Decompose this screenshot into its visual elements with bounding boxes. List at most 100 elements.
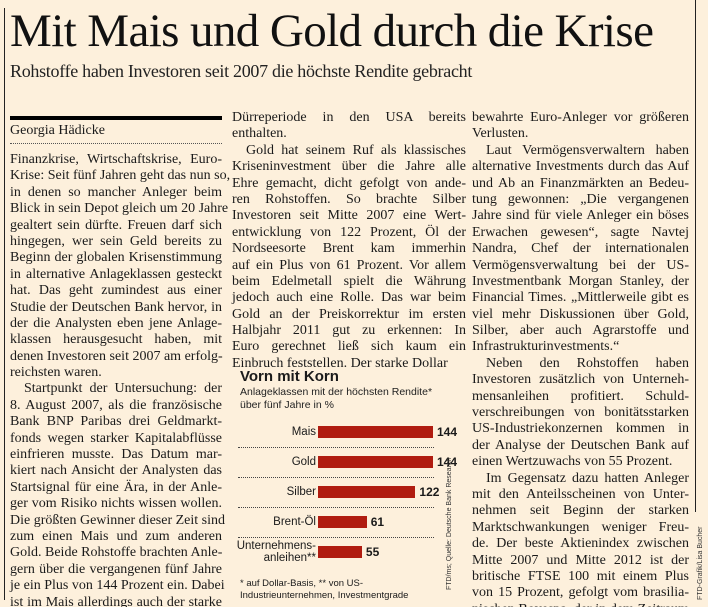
text-line: Nandra, Chef der internationalen: [472, 241, 689, 257]
chart-subtitle: Anlageklassen mit der höchsten Rendite* …: [240, 386, 433, 411]
paragraph: Startpunkt der Untersuchung: der 8. Augus…: [10, 381, 225, 607]
text-line: in alternative Anlageklassen gesteckt: [10, 266, 222, 282]
category-label-line: Unternehmens-: [236, 540, 316, 552]
text-line: Studie der Deutschen Bank hervor, in: [10, 299, 222, 315]
text-line: fonds wegen starker Kapitalabflüsse: [10, 430, 222, 446]
paragraph: Gold hat seinem Ruf als klassisches Krise…: [232, 143, 466, 372]
category-label: Brent-Öl: [273, 516, 316, 528]
paragraph: Laut Vermögensverwaltern haben alternativ…: [472, 143, 689, 356]
text-line: entwicklung von 122 Prozent, Öl der: [232, 224, 466, 240]
right-border-rule: [695, 0, 696, 512]
text-line: Einbruch feststellen. Der starke Dollar: [232, 355, 448, 371]
category-label: Gold: [292, 456, 316, 468]
text-line: de. Der beste Aktienindex zwischen: [472, 536, 689, 552]
value-label: 144: [437, 425, 458, 439]
text-line: ger vom Risiko nichts wissen wollen.: [10, 496, 222, 512]
category-label-line: anleihen**: [263, 552, 316, 564]
left-border-rule: [4, 8, 5, 600]
text-line: zum einen Mais und zum anderen: [10, 528, 222, 544]
byline: Georgia Hädicke: [10, 123, 105, 138]
text-line: Blick in sein Depot gleich um 20 Jahre: [10, 201, 229, 217]
article-column-1: Finanzkrise, Wirtschaftskrise, Euro- Kris…: [10, 152, 231, 607]
text-line: der die Analysten eben jene Anlage-: [10, 315, 222, 331]
text-line: Halbjahr 2011 gut zu erkennen: In: [232, 323, 466, 339]
text-line: auf ein Plus von 61 Prozent. Vor allem: [232, 257, 466, 273]
text-line: hat. Das geht zumindest aus einer: [10, 283, 222, 299]
category-label-line: Silber: [286, 486, 316, 498]
category-label-line: Mais: [291, 426, 316, 438]
row-divider: [238, 507, 434, 508]
bar-chart: Vorn mit Korn Anlageklassen mit der höch…: [237, 368, 457, 603]
category-label: Unternehmens-anleihen**: [237, 540, 316, 564]
text-line: je ein Plus von 144 Prozent ein. Dabei: [10, 578, 225, 594]
text-line: ren Rohstoffen. So brachte Silber: [232, 191, 466, 207]
text-line: hingegen, wer sein Geld bereits zu: [10, 233, 222, 249]
headline: Mit Mais und Gold durch die Krise: [10, 5, 654, 57]
text-line: Im Gegensatz dazu hatten Anleger: [486, 470, 689, 486]
text-line: gealtert sein dürfte. Freuen darf sich: [10, 217, 222, 233]
text-line: Gold. Beide Rohstoffe brachten Anle-: [10, 545, 223, 561]
text-line: Investoren zusätzlich von Unterneh-: [472, 372, 689, 388]
graphic-credit: FTD-Grafik/Lisa Bucher: [697, 526, 704, 600]
text-line: Gold hat seinem Ruf als klassisches: [246, 142, 466, 158]
chart-row: Silber 122: [238, 478, 440, 506]
text-line: einfrieren musste. Das Datum mar-: [10, 447, 222, 463]
text-line: jedoch auch eine Rolle. Das war beim: [232, 290, 466, 306]
chart-source: FTD/ms; Quelle: Deutsche Bank Research: [446, 457, 453, 590]
chart-footnote: * auf Dollar-Basis, ** von US-Industrieu…: [240, 578, 409, 601]
text-line: von 15 Prozent, gefolgt vom brasilia-: [472, 585, 689, 601]
text-line: mit den Anteilsscheinen von Unter-: [472, 486, 689, 502]
text-line: Financial Times. „Mittlerweile gibt es: [472, 290, 689, 306]
text-line: Beginn der globalen Krisenstimmung: [10, 250, 222, 266]
row-divider: [238, 447, 434, 448]
text-line: Investmentbank Morgan Stanley, der: [472, 273, 689, 289]
chart-row: Brent-Öl 61: [238, 508, 434, 536]
value-label: 55: [365, 545, 380, 559]
paragraph: Dürreperiode in den USA bereits enthalten…: [232, 110, 466, 143]
category-label-line: Brent-Öl: [273, 516, 316, 528]
text-line: Neben den Rohstoffen haben: [486, 355, 689, 371]
paragraph: Im Gegensatz dazu hatten Anleger mit den …: [472, 471, 689, 607]
byline-bar: [10, 116, 222, 120]
value-label: 144: [437, 455, 458, 469]
paragraph: bewahrte Euro-Anleger vor größeren Verlus…: [472, 110, 689, 143]
text-line: Marktschwankungen weniger Freu-: [472, 519, 689, 535]
chart-row: Gold 144: [238, 448, 457, 476]
text-line: Dürreperiode in den USA bereits: [232, 110, 466, 125]
text-line: Jahre sind für viele Anleger ein böses: [472, 208, 689, 224]
bar: [318, 426, 433, 438]
subheadline: Rohstoffe haben Investoren seit 2007 die…: [10, 61, 473, 81]
text-line: Verlusten.: [472, 126, 529, 142]
text-line: Finanzkrise, Wirtschaftskrise, Euro-: [10, 152, 222, 167]
text-line: Nordseesorte Brent kam immerhin: [232, 241, 466, 257]
text-line: reichsten waren.: [10, 365, 102, 381]
row-divider: [238, 537, 434, 538]
text-line: britische FTSE 100 mit einem Plus: [472, 568, 689, 584]
article-column-2: Dürreperiode in den USA bereits enthalten…: [232, 110, 466, 372]
text-line: Vermögensverwaltung bei der US-: [472, 257, 689, 273]
text-line: nischen Bovespa, der in dem Zeitraum: [472, 602, 689, 607]
paragraph: Finanzkrise, Wirtschaftskrise, Euro- Kris…: [10, 152, 231, 381]
text-line: Kriseninvestment über die Jahre alle: [232, 159, 466, 175]
text-line: ist im Mais allerdings auch der starke: [10, 594, 222, 607]
text-line: Startpunkt der Untersuchung: der: [24, 381, 222, 397]
text-line: mensanleihen profitiert. Schuld-: [472, 388, 689, 404]
text-line: Euro gerechnet ließ sich kaum ein: [232, 339, 466, 355]
text-line: enthalten.: [232, 126, 287, 142]
category-label-line: Gold: [291, 456, 316, 468]
text-line: einen Wertzuwachs von 55 Prozent.: [472, 454, 673, 470]
text-line: klassen herausgesucht haben, mit: [10, 332, 222, 348]
text-line: Mitte 2007 und Mitte 2012 ist der: [472, 552, 689, 568]
text-line: Krise: Seit fünf Jahren geht das nun so,: [10, 168, 231, 184]
text-line: denen Investoren seit 2007 am erfolg-: [10, 348, 223, 364]
text-line: kiert nach Ansicht der Analysten das: [10, 463, 222, 479]
chart-title: Vorn mit Korn: [240, 368, 339, 385]
text-line: alternative Investments durch das Auf: [472, 159, 689, 175]
text-line: der Analyse der Deutschen Bank auf: [472, 437, 689, 453]
byline-divider: [10, 143, 222, 144]
paragraph: Neben den Rohstoffen haben Investoren zus…: [472, 356, 689, 471]
text-line: bewahrte Euro-Anleger vor größeren: [472, 110, 689, 125]
text-line: Ehre gemacht, dicht gefolgt von ande-: [232, 175, 466, 191]
chart-row: Unternehmens-anleihen** 55: [237, 538, 434, 566]
text-line: tung gewonnen: „Die vergangenen: [472, 191, 689, 207]
